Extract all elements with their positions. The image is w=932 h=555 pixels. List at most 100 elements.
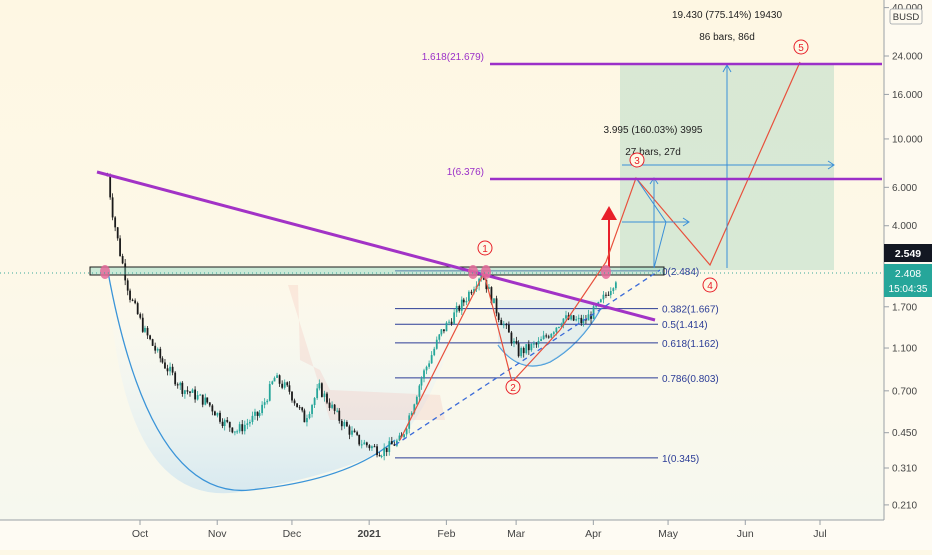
candle-body <box>450 321 453 324</box>
candle-body <box>219 412 221 422</box>
candle-body <box>602 294 605 300</box>
ghost-shading <box>288 285 445 420</box>
candle-body <box>316 388 319 399</box>
candle-body <box>129 290 131 300</box>
candle-body <box>338 410 341 421</box>
descending-trendline <box>96 170 656 322</box>
candle-body <box>458 306 461 311</box>
candle-body <box>443 329 445 332</box>
candle-body <box>348 426 351 435</box>
currency-label: BUSD <box>893 12 920 23</box>
x-tick-label: Jun <box>737 528 754 540</box>
candle-body <box>502 324 505 326</box>
candle-body <box>533 343 535 345</box>
candle-body <box>425 366 428 371</box>
x-tick-label: Dec <box>283 528 302 540</box>
candle-body <box>258 413 261 416</box>
candle-body <box>500 319 503 326</box>
candle-body <box>134 300 137 304</box>
price-tag-countdown: 15:04:35 <box>889 284 928 295</box>
candle-body <box>480 275 483 279</box>
candle-body <box>216 412 219 416</box>
candle-body <box>473 289 475 294</box>
candle-body <box>453 312 456 324</box>
candle-body <box>580 317 583 324</box>
candle-body <box>286 382 289 386</box>
candle-body <box>139 314 142 318</box>
candle-body <box>336 410 339 412</box>
candle-body <box>169 366 171 372</box>
candle-body <box>575 319 578 321</box>
candle-body <box>251 415 254 422</box>
candle-body <box>515 340 518 344</box>
wave-projection-path <box>399 61 801 441</box>
candle-body <box>266 400 269 403</box>
candle-body <box>301 407 304 411</box>
candle-body <box>468 291 470 301</box>
candle-body <box>547 336 550 338</box>
candle-body <box>368 445 371 449</box>
wave-label-5: 5 <box>793 39 809 55</box>
candle-body <box>385 447 388 453</box>
candle-body <box>605 294 607 296</box>
support-trendline <box>394 269 661 446</box>
candle-body <box>351 430 353 435</box>
y-tick-label: 24.000 <box>892 52 923 63</box>
candle-body <box>555 327 558 333</box>
candle-body <box>331 404 333 408</box>
candle-body <box>114 217 117 228</box>
candle-body <box>268 384 271 401</box>
candle-body <box>343 422 346 427</box>
candle-body <box>423 370 425 379</box>
candle-body <box>124 263 127 281</box>
candle-body <box>360 444 363 446</box>
candle-body <box>181 382 184 394</box>
currency-box[interactable] <box>889 8 923 25</box>
candle-body <box>537 341 540 345</box>
touch-marker <box>100 265 110 279</box>
candle-body <box>131 299 134 301</box>
x-tick-label: 2021 <box>357 528 381 540</box>
candle-body <box>376 446 378 456</box>
candle-body <box>497 313 500 320</box>
y-tick-label: 4.000 <box>892 221 917 232</box>
measure-text-long-2: 86 bars, 86d <box>699 32 755 43</box>
x-tick-label: Jul <box>813 528 826 540</box>
candle-body <box>288 385 291 392</box>
candle-body <box>390 441 393 445</box>
candle-body <box>525 344 528 354</box>
time-axis: Oct Nov Dec 2021 Feb Mar Apr May Jun Jul <box>132 520 827 540</box>
candle-body <box>612 288 615 292</box>
fib-label-1618: 1.618(21.679) <box>422 52 484 63</box>
candle-body <box>211 405 214 412</box>
candle-body <box>445 322 448 332</box>
candle-body <box>308 413 311 419</box>
candle-body <box>380 456 383 458</box>
candle-body <box>448 321 450 323</box>
candle-body <box>296 403 299 408</box>
candle-body <box>174 372 177 385</box>
candle-body <box>522 348 525 354</box>
candle-body <box>340 420 343 427</box>
wave-label-4-text: 4 <box>707 281 713 292</box>
candle-body <box>191 389 194 393</box>
fib-level-label: 1(0.345) <box>662 454 699 465</box>
candle-body <box>590 314 592 319</box>
candle-body <box>208 402 211 406</box>
y-tick-label: 0.310 <box>892 464 917 475</box>
candle-body <box>151 339 154 346</box>
horizontal-arrow-1-head <box>682 217 690 227</box>
candle-body <box>430 355 433 364</box>
y-tick-label: 6.000 <box>892 183 917 194</box>
candle-body <box>346 422 348 427</box>
candle-body <box>228 421 231 428</box>
candle-body <box>233 431 236 433</box>
candle-body <box>535 343 538 345</box>
candle-body <box>353 430 356 433</box>
candle-body <box>109 175 112 198</box>
wave-label-1: 1 <box>477 240 493 256</box>
candle-body <box>493 298 495 304</box>
candle-body <box>293 400 296 404</box>
candle-body <box>189 391 191 393</box>
